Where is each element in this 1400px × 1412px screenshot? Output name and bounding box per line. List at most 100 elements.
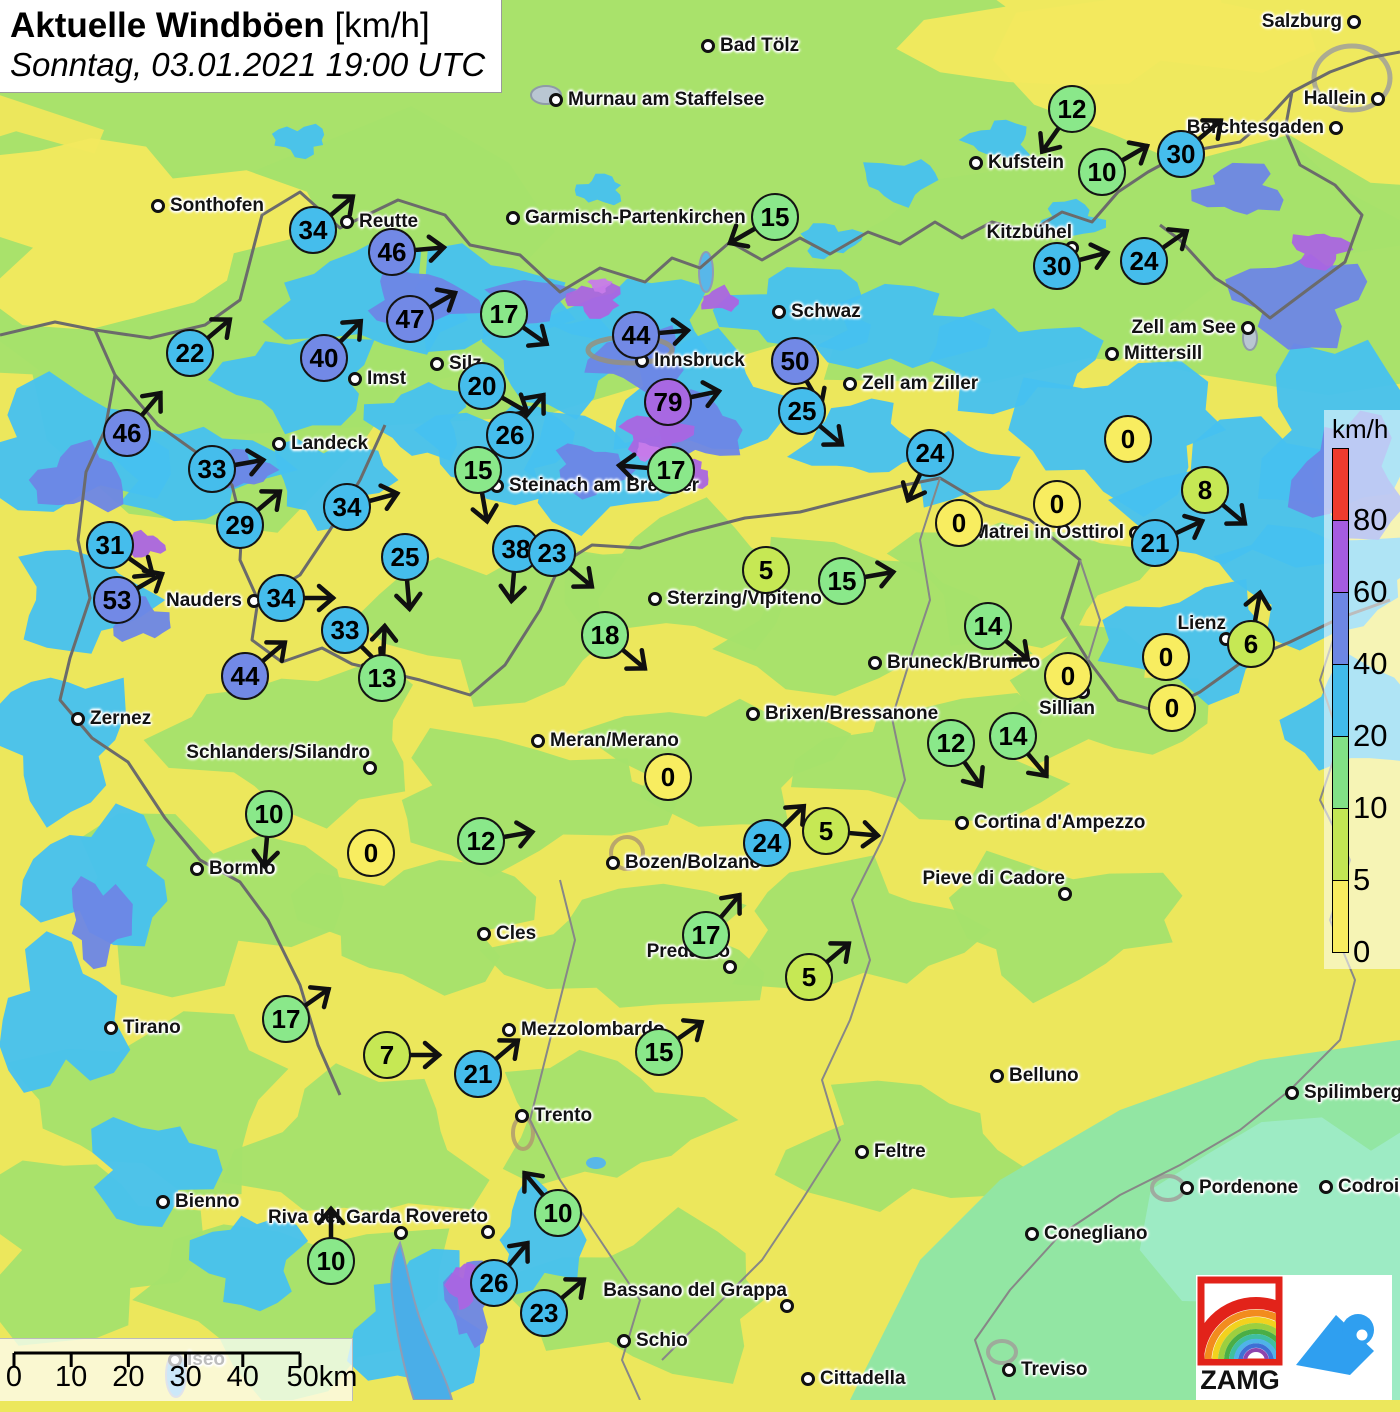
- wind-value-bubble: 0: [1142, 633, 1190, 681]
- city-label: Cortina d'Ampezzo: [974, 812, 1146, 833]
- city-dot: [868, 656, 882, 670]
- city-label: Belluno: [1009, 1065, 1079, 1086]
- city-label: Matrei in Osttirol: [973, 522, 1124, 543]
- city-label: Schio: [636, 1330, 688, 1351]
- city-dot: [969, 156, 983, 170]
- wind-value-bubble: 10: [1078, 148, 1126, 196]
- wind-value-bubble: 44: [221, 652, 269, 700]
- city-dot: [780, 1299, 794, 1313]
- city-dot: [477, 927, 491, 941]
- city-dot: [394, 1226, 408, 1240]
- city-dot: [190, 862, 204, 876]
- wind-value-bubble: 24: [743, 819, 791, 867]
- wind-value-bubble: 47: [386, 295, 434, 343]
- city-label: Bienno: [175, 1191, 240, 1212]
- wind-value-bubble: 5: [742, 546, 790, 594]
- scalebar-tick-label: 30: [169, 1361, 202, 1393]
- wind-value-bubble: 29: [216, 501, 264, 549]
- city-label: Treviso: [1021, 1359, 1088, 1380]
- city-label: Conegliano: [1044, 1223, 1148, 1244]
- city-dot: [481, 1225, 495, 1239]
- city-dot: [502, 1023, 516, 1037]
- city-label: Sillian: [1039, 698, 1095, 719]
- wind-value-bubble: 15: [751, 193, 799, 241]
- wind-value-bubble: 13: [358, 654, 406, 702]
- city-label: Hallein: [1303, 88, 1366, 109]
- city-label: Zell am Ziller: [862, 373, 979, 394]
- city-label: Lienz: [1177, 613, 1226, 634]
- scalebar-tick-label: 40: [226, 1361, 259, 1393]
- wind-value-bubble: 0: [347, 829, 395, 877]
- wind-value-bubble: 7: [363, 1031, 411, 1079]
- legend-color-bar: 80 60 40 20 10 5 0: [1332, 448, 1387, 969]
- city-label: Reutte: [359, 211, 419, 232]
- wind-value-bubble: 24: [906, 429, 954, 477]
- wind-value-bubble: 10: [307, 1237, 355, 1285]
- wind-value-bubble: 21: [1131, 519, 1179, 567]
- wind-value-bubble: 12: [927, 719, 975, 767]
- wind-value-bubble: 23: [528, 529, 576, 577]
- city-label: Landeck: [291, 433, 369, 454]
- city-label: Meran/Merano: [550, 730, 679, 751]
- city-label: Sonthofen: [170, 195, 264, 216]
- city-dot: [71, 712, 85, 726]
- wind-value-bubble: 34: [323, 483, 371, 531]
- city-label: Riva del Garda: [267, 1207, 401, 1228]
- legend-color-block: [1332, 592, 1349, 665]
- wind-value-bubble: 53: [93, 576, 141, 624]
- logo-strip: ZAMG: [1196, 1275, 1392, 1400]
- wind-value-bubble: 12: [457, 817, 505, 865]
- city-label: Feltre: [874, 1141, 926, 1162]
- city-dot: [515, 1109, 529, 1123]
- wind-value-bubble: 30: [1033, 242, 1081, 290]
- wind-value-bubble: 14: [989, 712, 1037, 760]
- city-label: Murnau am Staffelsee: [568, 89, 765, 110]
- wind-value-bubble: 44: [612, 311, 660, 359]
- map-subtitle: Sonntag, 03.01.2021 19:00 UTC: [10, 46, 486, 84]
- city-label: Pieve di Cadore: [922, 868, 1065, 889]
- legend-color-block: [1332, 808, 1349, 881]
- city-dot: [1025, 1227, 1039, 1241]
- wind-value-bubble: 5: [785, 953, 833, 1001]
- city-label: Schwaz: [791, 301, 861, 322]
- scalebar-tick-label: 20: [112, 1361, 145, 1393]
- wind-value-bubble: 34: [289, 206, 337, 254]
- scalebar-tick-label: 50km: [286, 1361, 358, 1393]
- legend: km/h 80 60 40 20 10 5 0: [1324, 410, 1400, 969]
- wind-value-bubble: 79: [644, 378, 692, 426]
- legend-tick-label: 80: [1353, 502, 1388, 537]
- scalebar-tick-label: 0: [5, 1361, 23, 1393]
- city-label: Imst: [367, 368, 407, 389]
- city-dot: [1329, 121, 1343, 135]
- city-label: Sterzing/Vipiteno: [667, 588, 822, 609]
- wind-value-bubble: 33: [188, 445, 236, 493]
- city-dot: [843, 377, 857, 391]
- legend-unit-label: km/h: [1332, 414, 1389, 444]
- legend-color-block: [1332, 880, 1349, 953]
- wind-value-bubble: 34: [257, 574, 305, 622]
- wind-value-bubble: 40: [300, 334, 348, 382]
- legend-tick-label: 40: [1353, 646, 1388, 681]
- wind-value-bubble: 25: [381, 533, 429, 581]
- city-label: Mittersill: [1124, 343, 1203, 364]
- city-label: Kufstein: [988, 152, 1064, 173]
- scale-bar-ruler: [12, 1351, 302, 1367]
- scalebar-tick-label: 10: [55, 1361, 88, 1393]
- wind-value-bubble: 17: [682, 911, 730, 959]
- city-dot: [363, 761, 377, 775]
- city-label: Nauders: [165, 590, 242, 611]
- wind-value-bubble: 22: [166, 329, 214, 377]
- city-dot: [1347, 15, 1361, 29]
- city-dot: [104, 1021, 118, 1035]
- wind-value-bubble: 21: [454, 1050, 502, 1098]
- city-label: Pordenone: [1199, 1177, 1299, 1198]
- wind-value-bubble: 30: [1157, 130, 1205, 178]
- city-label: Brixen/Bressanone: [765, 703, 939, 724]
- city-label: Bad Tölz: [720, 35, 800, 56]
- city-dot: [1319, 1180, 1333, 1194]
- city-label: Innsbruck: [654, 350, 745, 371]
- city-dot: [617, 1334, 631, 1348]
- wind-value-bubble: 0: [1033, 480, 1081, 528]
- wind-value-bubble: 20: [458, 362, 506, 410]
- city-label: Trento: [534, 1105, 593, 1126]
